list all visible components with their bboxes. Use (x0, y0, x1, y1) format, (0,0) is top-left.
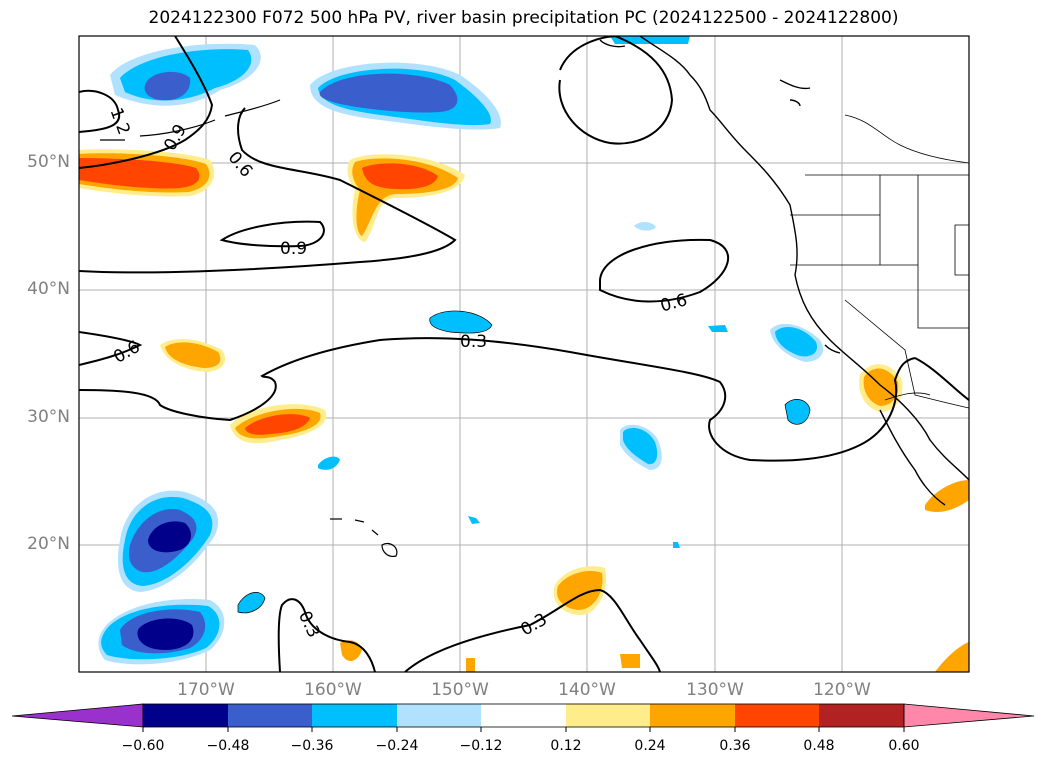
colorbar-tick-label: 0.24 (634, 738, 666, 754)
lat-label: 30°N (27, 407, 70, 427)
lon-label: 150°W (431, 680, 489, 700)
colorbar-tick-label: −0.24 (375, 738, 419, 754)
lon-label: 170°W (177, 680, 235, 700)
map-area: 1.2 0.9 0.6 0.9 0.6 0.6 0.3 0.3 0.3 (79, 36, 969, 672)
colorbar (11, 703, 1035, 732)
colorbar-tick-label: −0.36 (290, 738, 334, 754)
gridlines (79, 36, 969, 672)
colorbar-bin (143, 704, 228, 727)
coastlines (599, 36, 969, 506)
contour-label: 0.3 (460, 332, 487, 352)
colorbar-bin (650, 704, 735, 727)
colorbar-tick-label: −0.60 (121, 738, 165, 754)
lat-label: 40°N (27, 279, 70, 299)
lon-label: 130°W (686, 680, 744, 700)
map-border (78, 35, 970, 673)
islands (100, 99, 398, 557)
colorbar-tick-label: 0.12 (550, 738, 582, 754)
colorbar-bin (566, 704, 650, 727)
pv-contours (79, 36, 969, 672)
map-title: 2024122300 F072 500 hPa PV, river basin … (148, 8, 899, 28)
political-borders (790, 114, 969, 409)
lat-label: 50°N (27, 152, 70, 172)
colorbar-bin (819, 704, 904, 727)
colorbar-bin (397, 704, 481, 727)
lat-label: 20°N (27, 534, 70, 554)
lon-label: 160°W (304, 680, 362, 700)
colorbar-tick-label: 0.48 (803, 738, 835, 754)
colorbar-tick-label: −0.48 (206, 738, 250, 754)
colorbar-tick-label: −0.12 (459, 738, 503, 754)
colorbar-bin (228, 704, 312, 727)
contour-label: 0.9 (280, 239, 307, 259)
colorbar-bin (481, 704, 566, 727)
colorbar-bin (735, 704, 819, 727)
colorbar-tick-label: 0.60 (888, 738, 920, 754)
lon-label: 140°W (558, 680, 616, 700)
colorbar-bin (312, 704, 397, 727)
negative-anomaly-regions (98, 36, 824, 665)
lon-label: 120°W (813, 680, 871, 700)
colorbar-extend-min (11, 703, 144, 728)
colorbar-tick-label: 0.36 (719, 738, 751, 754)
colorbar-extend-max (903, 703, 1035, 728)
